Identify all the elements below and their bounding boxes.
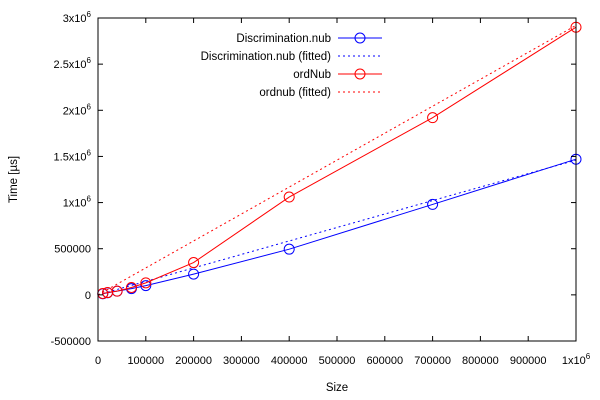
data-point <box>283 191 295 203</box>
series-line-3 <box>97 24 577 296</box>
legend-label: Discrimination.nub (fitted) <box>201 51 332 63</box>
y-tick-label: 500000 <box>54 244 91 256</box>
y-tick-label-exponent: 6 <box>87 148 92 157</box>
y-tick-label: 2.5x106 <box>54 56 92 71</box>
x-tick-label: 300000 <box>223 355 260 367</box>
y-tick-label: 2x106 <box>63 102 92 117</box>
data-point <box>283 243 295 255</box>
data-point <box>111 285 123 297</box>
series-line-2 <box>102 26 577 294</box>
legend-label: ordNub <box>293 69 331 81</box>
y-tick-label: 1.5x106 <box>54 148 92 163</box>
data-point <box>140 280 152 292</box>
x-tick-label: 200000 <box>175 355 212 367</box>
legend-swatch-marker <box>354 32 366 44</box>
x-tick-label: 1x106 <box>562 352 591 367</box>
data-point <box>188 268 200 280</box>
x-tick-label-exponent: 6 <box>586 352 591 361</box>
axes: 0 100000 200000 300000 400000 500000 600000 700… <box>51 10 591 367</box>
legend-label: Discrimination.nub <box>236 33 331 45</box>
x-axis-label: Size <box>326 382 348 394</box>
x-tick-label: 600000 <box>366 355 403 367</box>
x-tick-label: 800000 <box>462 355 499 367</box>
y-tick-label-exponent: 6 <box>87 195 92 204</box>
y-tick-label-exponent: 6 <box>87 10 92 19</box>
x-tick-label: 0 <box>95 355 101 367</box>
data-point <box>140 277 152 289</box>
y-tick-label: 0 <box>85 290 91 302</box>
x-tick-label: 700000 <box>414 355 451 367</box>
y-tick-label: -500000 <box>51 336 91 348</box>
x-tick-label: 900000 <box>510 355 547 367</box>
legend-swatch-marker <box>354 68 366 80</box>
legend: Discrimination.nub Discrimination.nub (fi… <box>201 32 382 99</box>
legend-label: ordnub (fitted) <box>259 87 331 99</box>
plot-frame <box>97 17 577 342</box>
data-point <box>427 112 439 124</box>
y-axis-label: Time [µs] <box>8 156 20 203</box>
y-tick-label-exponent: 6 <box>87 56 92 65</box>
y-tick-label: 3x106 <box>63 10 92 25</box>
x-tick-label: 400000 <box>271 355 308 367</box>
data-point <box>188 257 200 269</box>
series-line-1 <box>97 159 577 296</box>
x-tick-label: 500000 <box>319 355 356 367</box>
plot-area <box>97 21 582 300</box>
x-tick-label: 100000 <box>127 355 164 367</box>
y-tick-label: 1x106 <box>63 195 92 210</box>
y-tick-label-exponent: 6 <box>87 102 92 111</box>
data-point <box>427 198 439 210</box>
data-point <box>125 281 137 293</box>
